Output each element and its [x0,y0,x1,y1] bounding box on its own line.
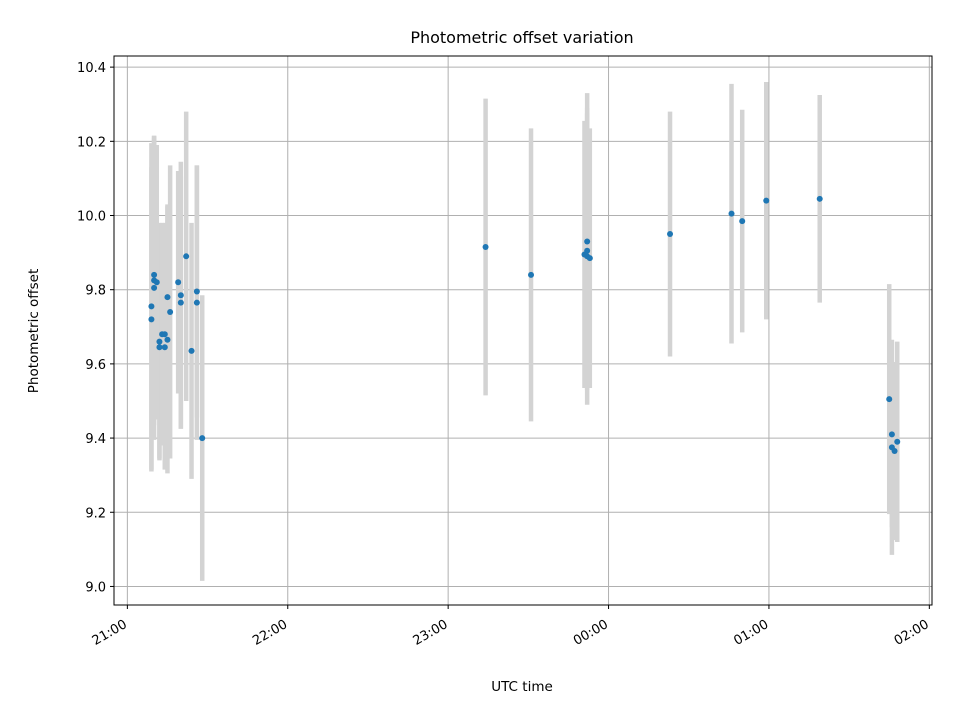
data-point [728,210,735,217]
data-points [148,195,901,455]
data-point [739,218,746,225]
data-point [167,308,174,315]
data-point [586,255,593,262]
data-point [175,279,182,286]
data-point [894,438,901,445]
y-tick-label: 10.2 [77,135,106,150]
data-point [164,294,171,301]
data-point [151,271,158,278]
y-axis-label: Photometric offset [26,269,42,393]
data-point [667,231,674,238]
data-point [156,338,163,345]
data-point [156,344,163,351]
data-point [584,247,591,254]
data-point [528,271,535,278]
data-point [193,288,200,295]
data-point [199,435,206,442]
y-tick-label: 10.4 [77,61,106,76]
data-point [164,336,171,343]
data-point [584,238,591,245]
plot-frame [113,55,933,606]
x-axis-label: UTC time [491,679,553,695]
grid [114,56,932,605]
data-point [188,347,195,354]
data-point [161,331,168,338]
y-tick-label: 10.0 [77,210,106,225]
y-tick-label: 9.4 [85,432,106,447]
data-point [763,197,770,204]
y-tick-label: 9.0 [85,580,106,595]
chart-title: Photometric offset variation [410,28,633,47]
data-point [148,316,155,323]
data-point [193,299,200,306]
data-point [161,344,168,351]
data-point [482,244,489,251]
y-tick-label: 9.8 [85,284,106,299]
data-point [183,253,190,260]
data-point [888,431,895,438]
data-point [816,195,823,202]
data-point [153,279,160,286]
data-point [151,284,158,291]
data-point [891,448,898,455]
data-point [177,292,184,299]
data-point [886,396,893,403]
data-point [148,303,155,310]
y-axis-ticks: 9.0 9.2 9.4 9.6 9.8 10.0 10.2 10.4 [77,61,114,595]
data-point [177,299,184,306]
y-tick-label: 9.2 [85,506,106,521]
y-tick-label: 9.6 [85,358,106,373]
